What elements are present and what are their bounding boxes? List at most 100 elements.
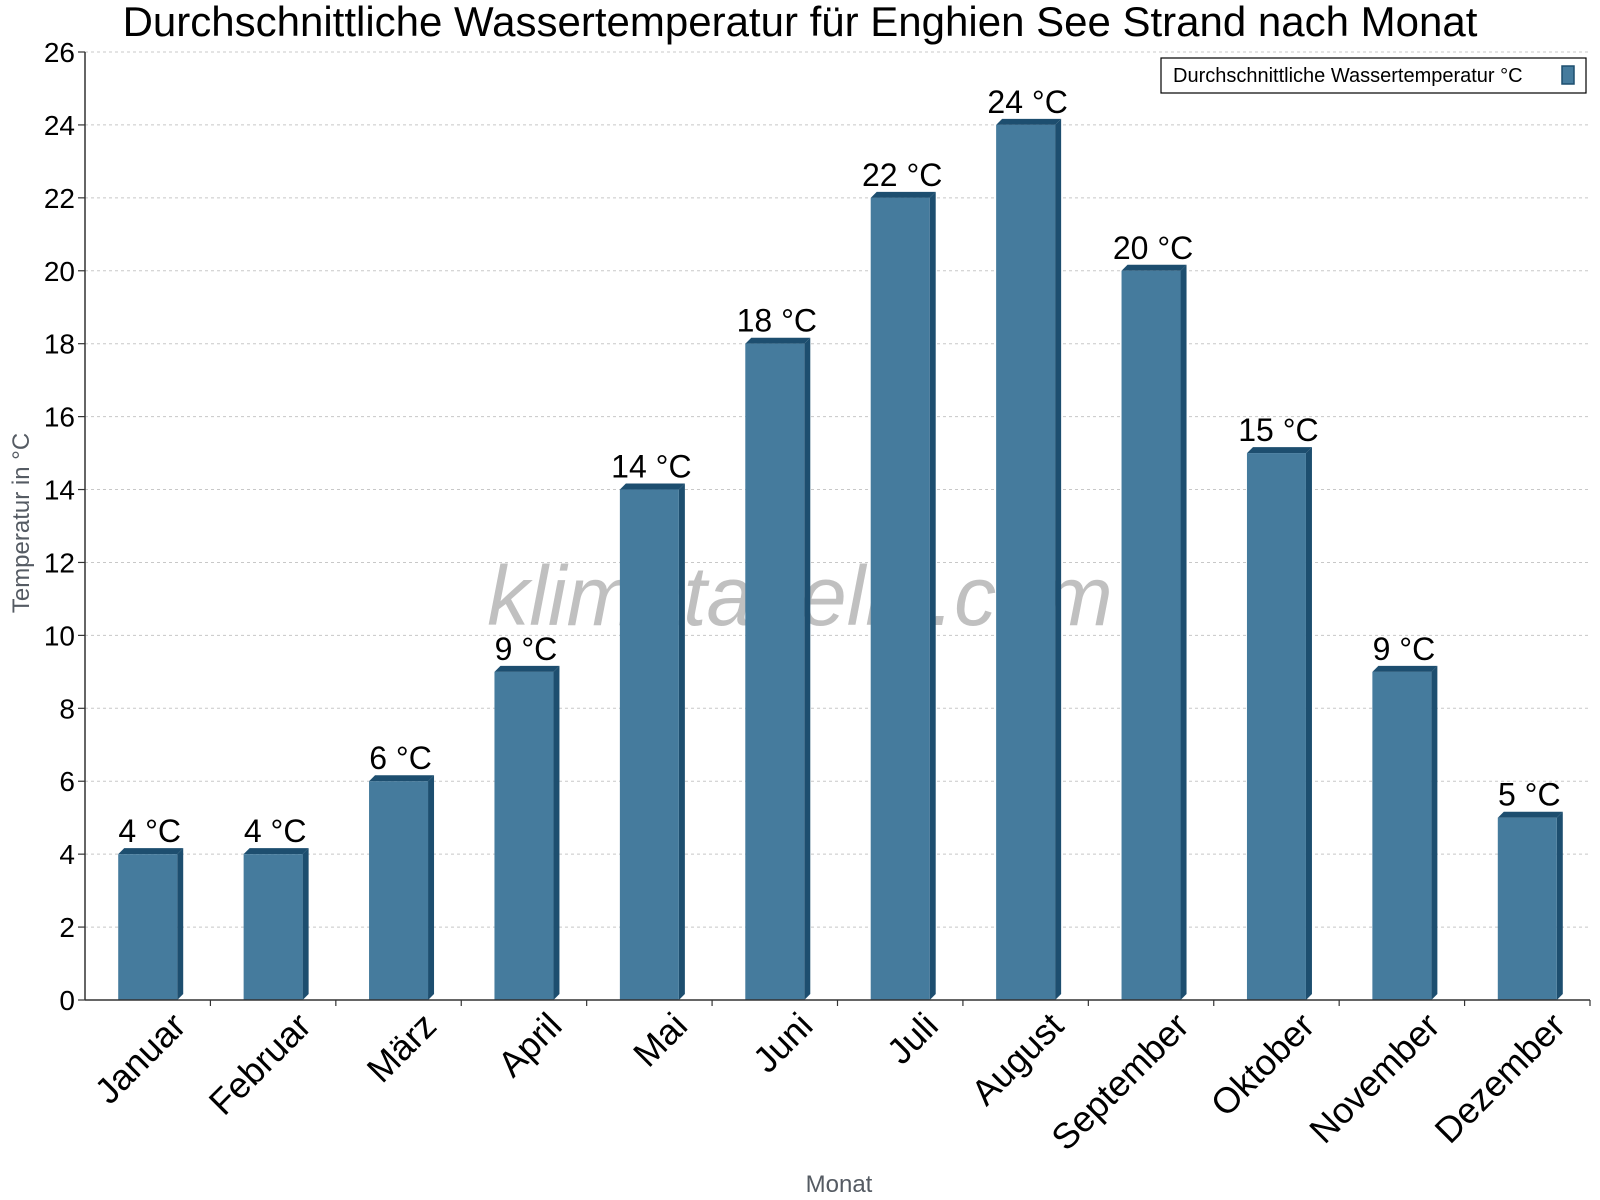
x-tick-label: September: [1043, 1005, 1197, 1159]
bar: [745, 337, 811, 1000]
bar-top: [619, 483, 685, 490]
bar: [619, 483, 685, 1000]
bar-side: [302, 848, 309, 1000]
y-tick-label: 0: [59, 985, 75, 1016]
data-label: 20 °C: [1113, 230, 1193, 266]
bar: [243, 848, 309, 1000]
bar-front: [494, 671, 554, 1000]
y-axis-title: Temperatur in °C: [8, 433, 35, 613]
data-label: 4 °C: [244, 813, 307, 849]
axes: [78, 51, 1591, 1006]
y-tick-label: 12: [44, 547, 75, 578]
y-tick-label: 6: [59, 766, 75, 797]
bar-top: [1372, 665, 1438, 672]
bar-front: [369, 781, 429, 1000]
bar-side: [177, 848, 184, 1000]
x-axis-title: Monat: [806, 1171, 873, 1198]
legend-label: Durchschnittliche Wassertemperatur °C: [1173, 65, 1523, 87]
bar-front: [1121, 270, 1181, 1000]
bar-top: [996, 118, 1062, 125]
bars: [118, 118, 1563, 1001]
data-label: 5 °C: [1498, 777, 1561, 813]
y-tick-label: 2: [59, 912, 75, 943]
bar-top: [369, 775, 435, 782]
y-tick-label: 22: [44, 183, 75, 214]
bar-front: [1497, 817, 1557, 1000]
x-tick-label: Januar: [87, 1005, 194, 1112]
bar: [118, 848, 184, 1000]
bar-side: [1556, 811, 1563, 1000]
x-tick-label: August: [963, 1005, 1071, 1113]
data-labels: 4 °C 4 °C 6 °C 9 °C 14 °C 18 °C 22 °C 24 °C 20 °…: [118, 84, 1560, 849]
bar: [1372, 665, 1438, 1000]
bar: [996, 118, 1062, 1000]
bar-top: [1246, 447, 1312, 454]
bar: [1497, 811, 1563, 1000]
legend-box: [1160, 57, 1587, 94]
x-tick-label: November: [1301, 1005, 1447, 1151]
bar-top: [243, 848, 309, 855]
bar-front: [619, 489, 679, 1000]
bar-top: [118, 848, 184, 855]
bar-top: [494, 665, 560, 672]
legend-swatch: [1561, 65, 1575, 85]
bar-side: [1180, 264, 1187, 1000]
data-label: 18 °C: [737, 303, 817, 339]
y-tick-label: 14: [44, 475, 75, 506]
data-label: 15 °C: [1238, 412, 1318, 448]
x-tick-label: Juli: [879, 1005, 946, 1072]
bar: [1121, 264, 1187, 1000]
x-tick-label: März: [359, 1005, 445, 1091]
bar-top: [870, 191, 936, 198]
bar-top: [1121, 264, 1187, 271]
bar-side: [1055, 118, 1062, 1000]
data-label: 6 °C: [369, 740, 432, 776]
bar-top: [745, 337, 811, 344]
y-tick-label: 26: [44, 37, 75, 68]
x-tick-label: April: [490, 1005, 570, 1085]
y-tick-label: 10: [44, 620, 75, 651]
x-tick-label: Dezember: [1427, 1005, 1573, 1151]
data-label: 9 °C: [495, 631, 558, 667]
bar: [369, 775, 435, 1000]
bar-front: [870, 197, 930, 1000]
y-tick-label: 4: [59, 839, 75, 870]
bar-top: [1497, 811, 1563, 818]
x-tick-label: Oktober: [1203, 1005, 1323, 1125]
bar-side: [804, 337, 811, 1000]
bar-side: [553, 665, 560, 1000]
bar: [1246, 447, 1312, 1001]
chart-title: Durchschnittliche Wassertemperatur für E…: [123, 0, 1478, 45]
y-tick-label: 18: [44, 329, 75, 360]
bar-front: [118, 854, 178, 1000]
bar-front: [243, 854, 303, 1000]
bar-side: [1431, 665, 1438, 1000]
data-label: 14 °C: [611, 449, 691, 485]
data-label: 24 °C: [987, 84, 1067, 120]
bar-side: [1305, 447, 1312, 1001]
legend: Durchschnittliche Wassertemperatur °C: [1160, 57, 1587, 94]
bar-side: [678, 483, 685, 1000]
y-tick-label: 24: [44, 110, 75, 141]
data-label: 4 °C: [118, 813, 181, 849]
y-tick-label: 8: [59, 693, 75, 724]
grid-lines: [85, 51, 1590, 928]
bar-front: [996, 124, 1056, 1000]
y-tick-label: 20: [44, 256, 75, 287]
x-tick-labels: Januar Februar März April Mai Juni Juli AugustS…: [87, 1005, 1573, 1159]
data-label: 9 °C: [1373, 631, 1436, 667]
bar-side: [428, 775, 435, 1000]
bar: [870, 191, 936, 1000]
bar: [494, 665, 560, 1000]
bar-front: [745, 343, 805, 1000]
data-label: 22 °C: [862, 157, 942, 193]
x-tick-label: Mai: [625, 1005, 695, 1075]
y-tick-label: 16: [44, 402, 75, 433]
bar-front: [1246, 453, 1306, 1001]
bar-front: [1372, 671, 1432, 1000]
bar-side: [929, 191, 936, 1000]
x-tick-label: Februar: [201, 1005, 319, 1123]
